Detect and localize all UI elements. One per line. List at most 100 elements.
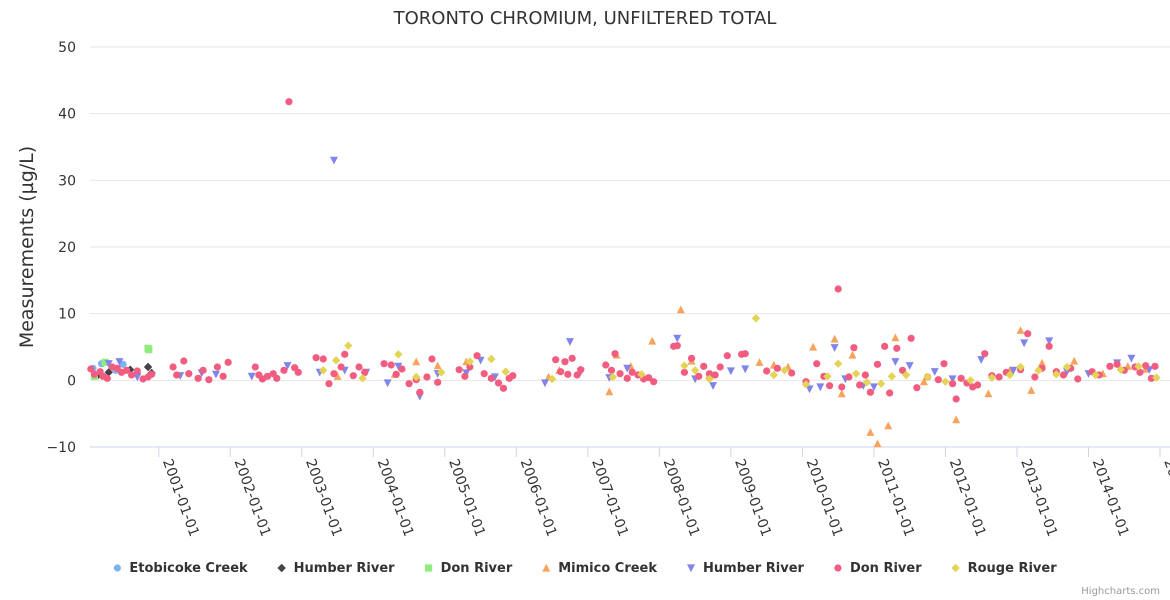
credits-link[interactable]: Highcharts.com — [1081, 586, 1160, 597]
data-point[interactable] — [455, 366, 463, 374]
data-point[interactable] — [577, 366, 585, 374]
data-point[interactable] — [788, 369, 796, 377]
data-point[interactable] — [891, 333, 900, 342]
data-point[interactable] — [383, 379, 392, 388]
data-point[interactable] — [893, 344, 901, 352]
data-point[interactable] — [751, 314, 761, 323]
data-point[interactable] — [540, 379, 549, 388]
data-point[interactable] — [205, 376, 213, 384]
data-point[interactable] — [213, 363, 222, 371]
data-point[interactable] — [876, 379, 886, 388]
data-point[interactable] — [247, 372, 256, 381]
data-point[interactable] — [845, 373, 853, 381]
data-point[interactable] — [676, 305, 685, 314]
data-point[interactable] — [487, 374, 495, 382]
data-point[interactable] — [966, 376, 975, 385]
data-point[interactable] — [361, 368, 369, 376]
data-point[interactable] — [695, 372, 703, 380]
data-point[interactable] — [199, 366, 207, 374]
data-point[interactable] — [823, 372, 832, 381]
data-point[interactable] — [394, 350, 403, 359]
data-point[interactable] — [816, 383, 825, 392]
data-point[interactable] — [333, 372, 342, 380]
data-point[interactable] — [637, 370, 646, 379]
data-point[interactable] — [434, 378, 442, 386]
data-point[interactable] — [1005, 370, 1015, 380]
data-point[interactable] — [394, 362, 403, 371]
data-point[interactable] — [1034, 366, 1043, 375]
data-point[interactable] — [251, 363, 259, 371]
data-point[interactable] — [813, 360, 821, 368]
data-point[interactable] — [1147, 374, 1156, 382]
data-point[interactable] — [1142, 362, 1150, 370]
data-point[interactable] — [1009, 366, 1018, 375]
data-point[interactable] — [564, 370, 572, 378]
data-point[interactable] — [898, 366, 907, 374]
data-point[interactable] — [884, 421, 893, 430]
data-point[interactable] — [607, 366, 616, 374]
data-point[interactable] — [861, 371, 869, 379]
data-point[interactable] — [283, 362, 292, 370]
data-point[interactable] — [919, 377, 928, 386]
data-point[interactable] — [358, 374, 367, 383]
legend-symbol[interactable] — [113, 564, 121, 572]
data-point[interactable] — [119, 360, 127, 368]
data-point[interactable] — [773, 364, 781, 372]
data-point[interactable] — [869, 383, 878, 392]
data-point[interactable] — [723, 352, 731, 360]
data-point[interactable] — [830, 334, 839, 343]
data-point[interactable] — [763, 367, 771, 375]
data-point[interactable] — [285, 98, 293, 106]
legend-symbol[interactable] — [951, 563, 960, 573]
data-point[interactable] — [122, 366, 131, 374]
data-point[interactable] — [329, 156, 338, 165]
data-point[interactable] — [1024, 330, 1032, 338]
data-point[interactable] — [891, 358, 900, 366]
data-point[interactable] — [148, 370, 156, 378]
data-point[interactable] — [680, 368, 689, 376]
data-point[interactable] — [398, 365, 406, 373]
legend-symbol[interactable] — [277, 563, 286, 573]
data-point[interactable] — [133, 367, 141, 375]
data-point[interactable] — [680, 361, 689, 370]
data-point[interactable] — [173, 371, 181, 379]
data-point[interactable] — [1031, 373, 1039, 381]
data-point[interactable] — [974, 381, 982, 389]
data-point[interactable] — [194, 374, 202, 382]
data-point[interactable] — [881, 342, 889, 350]
data-point[interactable] — [416, 388, 424, 396]
data-point[interactable] — [995, 373, 1003, 381]
data-point[interactable] — [673, 334, 682, 343]
data-point[interactable] — [616, 370, 624, 378]
data-point[interactable] — [690, 366, 700, 375]
data-point[interactable] — [608, 372, 618, 382]
data-point[interactable] — [1134, 362, 1143, 371]
data-point[interactable] — [856, 381, 864, 389]
data-point[interactable] — [837, 389, 846, 398]
data-point[interactable] — [700, 362, 708, 370]
data-point[interactable] — [940, 360, 948, 368]
data-point[interactable] — [1091, 370, 1100, 380]
data-point[interactable] — [115, 358, 124, 366]
data-point[interactable] — [941, 377, 950, 386]
data-point[interactable] — [755, 358, 764, 366]
data-point[interactable] — [801, 380, 811, 389]
legend-item[interactable]: Etobicoke Creek — [113, 561, 248, 576]
data-point[interactable] — [1127, 354, 1136, 363]
data-point[interactable] — [1016, 326, 1025, 334]
data-point[interactable] — [501, 367, 510, 376]
legend-item[interactable]: Humber River — [687, 561, 805, 576]
data-point[interactable] — [127, 371, 136, 379]
data-point[interactable] — [711, 371, 719, 379]
data-point[interactable] — [705, 370, 714, 378]
legend-item[interactable]: Don River — [834, 561, 922, 576]
data-point[interactable] — [341, 350, 349, 358]
data-point[interactable] — [949, 380, 957, 388]
data-point[interactable] — [169, 363, 177, 371]
data-point[interactable] — [611, 350, 619, 358]
legend-symbol[interactable] — [542, 563, 551, 572]
data-point[interactable] — [623, 364, 632, 373]
data-point[interactable] — [423, 373, 431, 381]
data-point[interactable] — [605, 387, 614, 396]
data-point[interactable] — [716, 363, 724, 371]
